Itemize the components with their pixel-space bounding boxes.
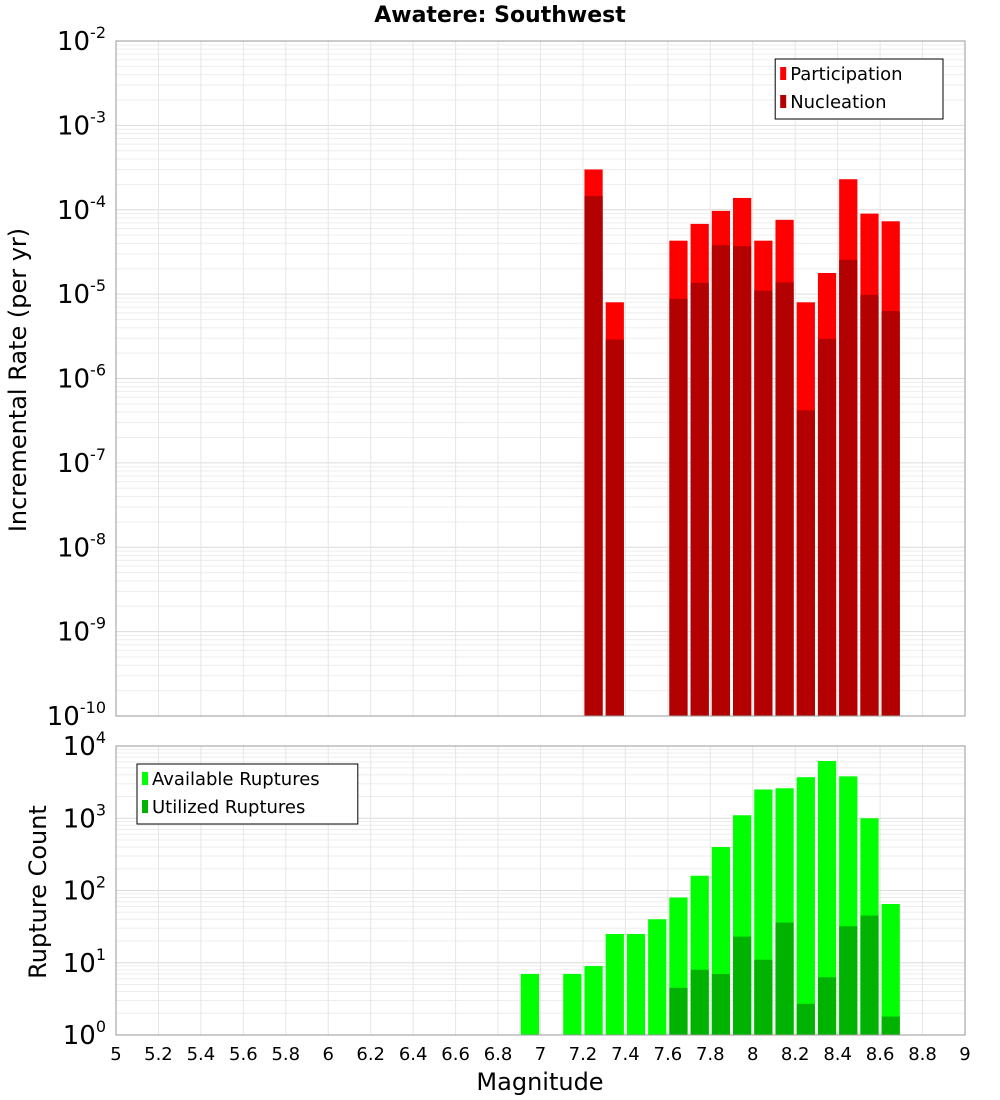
chart-title: Awatere: Southwest [374,3,626,28]
y-axis-title-bottom: Rupture Count [24,805,52,979]
bar-available-ruptures [584,966,603,1035]
bar-available-ruptures [648,919,667,1035]
incremental-rate-panel: 10-10 10-9 10-8 10-7 10-6 10-5 10-4 10-3 10-2 Par… [47,23,966,732]
legend-swatch [780,95,787,108]
x-axis-title: Magnitude [476,1068,603,1096]
bar-utilized-ruptures [881,1016,900,1035]
y-tick-label-bottom: 104 [63,728,106,762]
y-tick-label-top: 10-9 [57,614,106,648]
y-tick-label-bottom: 100 [63,1017,106,1051]
x-tick-label: 5 [110,1044,121,1065]
bar-available-ruptures [817,760,837,1035]
y-tick-label-bottom: 102 [63,873,106,907]
y-tick-label-bottom: 101 [63,945,106,979]
bar-nucleation [584,196,603,716]
legend-box-bottom [136,763,359,825]
legend-label: Utilized Ruptures [152,797,305,818]
y-axis-title-top: Incremental Rate (per yr) [4,228,32,532]
bar-nucleation [839,259,858,716]
legend-bottom: Available Ruptures Utilized Ruptures [136,763,359,825]
plot-border-top [115,40,966,717]
legend-box-top [774,58,944,120]
bar-available-ruptures [605,933,624,1035]
x-tick-label: 7.4 [611,1044,640,1065]
x-tick-label: 5.4 [187,1044,216,1065]
bar-nucleation [817,338,837,716]
x-tick-label: 8 [747,1044,758,1065]
x-tick-label: 7.8 [696,1044,725,1065]
x-axis: 5 5.2 5.4 5.6 5.8 6 6.2 6.4 6.6 6.8 7 7.2 7.4 7.6 7.8 8… [110,1044,970,1065]
bar-available-ruptures [520,973,539,1035]
bar-utilized-ruptures [754,959,773,1035]
x-tick-label: 9 [959,1044,970,1065]
x-tick-label: 6.8 [484,1044,513,1065]
bar-nucleation [775,282,794,716]
x-tick-label: 5.8 [271,1044,300,1065]
x-tick-label: 7.6 [654,1044,683,1065]
bar-nucleation [711,245,731,717]
y-tick-label-top: 10-7 [57,445,106,479]
bar-utilized-ruptures [669,987,688,1035]
bar-nucleation [796,410,815,716]
legend-swatch [142,772,148,785]
bar-utilized-ruptures [839,926,858,1035]
bar-nucleation [733,246,752,716]
legend-label: Participation [790,64,902,85]
legend-top: Participation Nucleation [774,58,944,120]
y-tick-label-top: 10-4 [57,192,106,226]
y-tick-label-top: 10-6 [57,361,106,395]
rupture-count-panel: 100 101 102 103 104 Available Ruptures Utilize… [63,728,966,1051]
plot-border-bottom [115,745,966,1036]
bar-nucleation [669,298,688,716]
y-tick-label-bottom: 103 [63,800,106,834]
x-tick-label: 6 [323,1044,334,1065]
y-tick-label-top: 10-2 [57,23,106,57]
bar-utilized-ruptures [817,977,837,1035]
bar-available-ruptures [881,904,900,1035]
legend-swatch [142,800,148,813]
bars-bottom [520,760,900,1035]
bar-utilized-ruptures [796,1003,815,1035]
grid-top [115,41,966,717]
bar-nucleation [754,290,773,716]
x-tick-label: 8.4 [823,1044,852,1065]
x-tick-label: 6.4 [399,1044,428,1065]
bar-nucleation [881,311,900,716]
x-tick-label: 8.8 [908,1044,937,1065]
x-tick-label: 5.2 [144,1044,173,1065]
bar-utilized-ruptures [733,936,752,1035]
x-tick-label: 8.2 [781,1044,810,1065]
bar-available-ruptures [563,973,582,1035]
bar-nucleation [605,339,624,716]
x-tick-label: 7.2 [569,1044,598,1065]
legend-label: Available Ruptures [152,769,320,790]
y-tick-label-top: 10-5 [57,276,106,310]
x-tick-label: 6.2 [356,1044,385,1065]
bars-top [584,169,900,717]
bar-utilized-ruptures [775,922,794,1035]
bar-available-ruptures [796,777,815,1035]
y-tick-label-top: 10-8 [57,529,106,563]
legend-swatch [780,67,787,80]
x-tick-label: 8.6 [866,1044,895,1065]
bar-available-ruptures [626,933,646,1035]
bar-nucleation [690,282,709,716]
bar-utilized-ruptures [690,969,709,1035]
x-tick-label: 6.6 [441,1044,470,1065]
legend-label: Nucleation [790,92,886,113]
x-tick-label: 7 [535,1044,546,1065]
bar-nucleation [860,294,879,716]
y-tick-label-top: 10-10 [47,698,106,732]
bar-utilized-ruptures [860,915,879,1035]
bar-utilized-ruptures [711,973,731,1035]
y-tick-label-top: 10-3 [57,107,106,141]
x-tick-label: 5.6 [229,1044,258,1065]
